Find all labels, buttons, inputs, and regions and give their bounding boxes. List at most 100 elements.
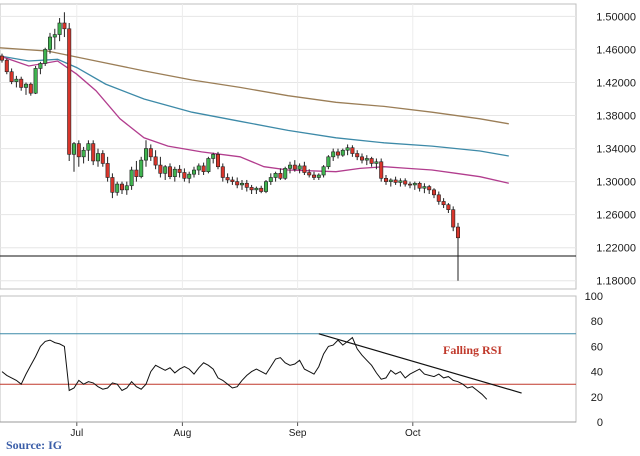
candle bbox=[359, 153, 364, 164]
candle bbox=[192, 166, 197, 178]
candle bbox=[441, 198, 446, 209]
x-tick-label: Jul bbox=[70, 428, 83, 439]
candle-body bbox=[206, 158, 211, 172]
price-panel: 1.50000 1.46000 1.42000 1.38000 1.34000 1.300… bbox=[0, 3, 636, 290]
rsi-tick-label: 60 bbox=[591, 341, 603, 353]
price-tick-label: 1.30000 bbox=[596, 177, 636, 189]
candle bbox=[417, 181, 422, 192]
candle bbox=[369, 156, 374, 167]
candle-body bbox=[240, 182, 245, 186]
rsi-panel: 100 80 60 40 20 0 bbox=[0, 291, 603, 429]
candle-body bbox=[355, 153, 360, 158]
candle bbox=[67, 23, 72, 161]
price-tick-label: 1.42000 bbox=[596, 77, 636, 89]
candle bbox=[0, 53, 5, 63]
candle-body bbox=[196, 165, 201, 171]
candle bbox=[268, 173, 273, 185]
candle-body bbox=[177, 168, 182, 173]
candle-body bbox=[331, 151, 336, 158]
candle-body bbox=[283, 168, 288, 179]
price-tick-label: 1.46000 bbox=[596, 44, 636, 56]
candle-body bbox=[115, 183, 120, 193]
candle-body bbox=[0, 55, 5, 61]
rsi-tick-label: 40 bbox=[591, 367, 603, 379]
candle bbox=[235, 177, 240, 189]
candle bbox=[196, 163, 201, 175]
candle-body bbox=[144, 148, 149, 161]
candle bbox=[110, 173, 115, 199]
candle-body bbox=[163, 166, 168, 174]
candle bbox=[273, 171, 278, 182]
candle bbox=[19, 76, 24, 91]
x-tick-label: Sep bbox=[289, 428, 307, 439]
candle bbox=[254, 186, 259, 194]
candle-body bbox=[225, 177, 230, 181]
candle-body bbox=[43, 49, 48, 64]
candle bbox=[182, 168, 187, 182]
moving-average-long bbox=[0, 47, 509, 125]
candle-body bbox=[153, 156, 158, 166]
candle bbox=[259, 185, 264, 194]
candle bbox=[412, 181, 417, 190]
candle bbox=[47, 32, 52, 54]
candle-body bbox=[76, 143, 81, 158]
price-tick-label: 1.22000 bbox=[596, 243, 636, 255]
time-axis: Jul Aug Sep Oct bbox=[0, 421, 576, 439]
candle bbox=[72, 141, 77, 172]
candle-body bbox=[182, 172, 187, 179]
candle-body bbox=[345, 147, 350, 151]
candle-body bbox=[451, 209, 456, 228]
candle-body bbox=[335, 151, 340, 156]
candle-body bbox=[431, 189, 436, 196]
candle bbox=[316, 173, 321, 180]
candle-body bbox=[129, 169, 134, 187]
candle-body bbox=[19, 78, 24, 88]
candle-body bbox=[388, 179, 393, 182]
candle bbox=[249, 184, 254, 194]
candle-body bbox=[263, 181, 268, 192]
price-tick-label: 1.26000 bbox=[596, 210, 636, 222]
candle bbox=[307, 169, 312, 178]
candle-body bbox=[67, 28, 72, 155]
candle-body bbox=[201, 165, 206, 172]
candle-body bbox=[398, 180, 403, 183]
candle bbox=[379, 158, 384, 182]
candle-body bbox=[407, 183, 412, 186]
candle-body bbox=[393, 179, 398, 183]
candle-body bbox=[244, 182, 249, 188]
candle-body bbox=[254, 187, 259, 191]
candle bbox=[374, 158, 379, 170]
candle bbox=[292, 160, 297, 172]
candle bbox=[244, 179, 249, 192]
price-tick-label: 1.34000 bbox=[596, 144, 636, 156]
candle-body bbox=[168, 166, 173, 177]
candle bbox=[38, 61, 43, 75]
candle bbox=[326, 155, 331, 170]
candle-body bbox=[211, 154, 216, 159]
candle-body bbox=[230, 179, 235, 182]
candle bbox=[100, 150, 105, 167]
x-tick-label: Oct bbox=[405, 428, 421, 439]
candle-body bbox=[105, 163, 110, 178]
candle bbox=[283, 166, 288, 180]
x-tick-label: Aug bbox=[174, 428, 192, 439]
candle bbox=[172, 166, 177, 182]
candle bbox=[76, 140, 81, 167]
candle bbox=[28, 82, 33, 96]
price-plot-frame bbox=[0, 3, 577, 290]
candle-body bbox=[278, 173, 283, 179]
candle-body bbox=[14, 78, 19, 82]
candle-body bbox=[302, 165, 307, 173]
candle bbox=[33, 65, 38, 95]
candle-body bbox=[259, 187, 264, 192]
candle-body bbox=[134, 169, 139, 177]
candle bbox=[451, 206, 456, 232]
candle bbox=[398, 178, 403, 187]
candle bbox=[211, 152, 216, 164]
candle-body bbox=[52, 34, 57, 38]
candle-body bbox=[297, 165, 302, 170]
candle-body bbox=[369, 158, 374, 164]
falling-rsi-annotation: Falling RSI bbox=[443, 343, 502, 357]
candle bbox=[355, 150, 360, 161]
